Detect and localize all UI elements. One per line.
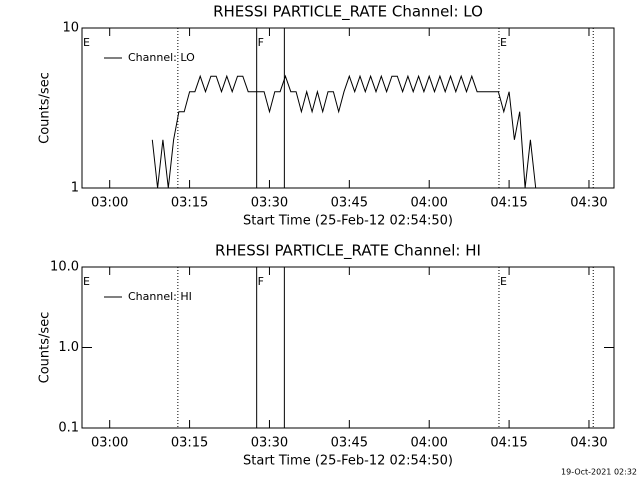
x-tick-label: 03:30	[251, 436, 288, 451]
chart-title: RHESSI PARTICLE_RATE Channel: HI	[215, 242, 481, 261]
legend-label: Channel: LO	[128, 51, 195, 64]
event-flag: E	[500, 275, 507, 288]
y-tick-label: 0.1	[58, 421, 79, 436]
chart-title: RHESSI PARTICLE_RATE Channel: LO	[213, 3, 483, 22]
x-tick-label: 03:30	[251, 196, 288, 211]
data-line	[151, 74, 537, 189]
x-tick-label: 03:15	[171, 196, 208, 211]
x-tick-label: 04:15	[490, 196, 527, 211]
y-tick-label: 10.0	[50, 260, 79, 275]
event-flag: E	[83, 275, 90, 288]
event-flag: E	[500, 36, 507, 49]
footer: 19-Oct-2021 02:32	[561, 468, 637, 477]
x-tick-label: 03:45	[331, 436, 368, 451]
x-tick-label: 04:00	[410, 196, 447, 211]
y-tick-label: 1	[71, 181, 79, 196]
event-flag: F	[258, 275, 264, 288]
y-tick-label: 10	[62, 21, 79, 36]
x-tick-label: 04:00	[410, 436, 447, 451]
x-tick-label: 03:00	[91, 436, 128, 451]
x-tick-label: 03:15	[171, 436, 208, 451]
event-flag: E	[83, 36, 90, 49]
y-tick-label: 1.0	[58, 340, 79, 355]
x-tick-label: 03:45	[331, 196, 368, 211]
y-axis-label: Counts/sec	[38, 312, 53, 384]
x-tick-label: 04:30	[570, 196, 607, 211]
x-tick-label: 04:30	[570, 436, 607, 451]
legend-label: Channel: HI	[128, 290, 192, 303]
x-tick-label: 03:00	[91, 196, 128, 211]
event-flag: F	[258, 36, 264, 49]
y-axis-label: Counts/sec	[38, 72, 53, 144]
x-axis-label: Start Time (25-Feb-12 02:54:50)	[243, 214, 453, 229]
x-tick-label: 04:15	[490, 436, 527, 451]
x-axis-label: Start Time (25-Feb-12 02:54:50)	[243, 454, 453, 469]
plot-frame	[81, 27, 615, 189]
